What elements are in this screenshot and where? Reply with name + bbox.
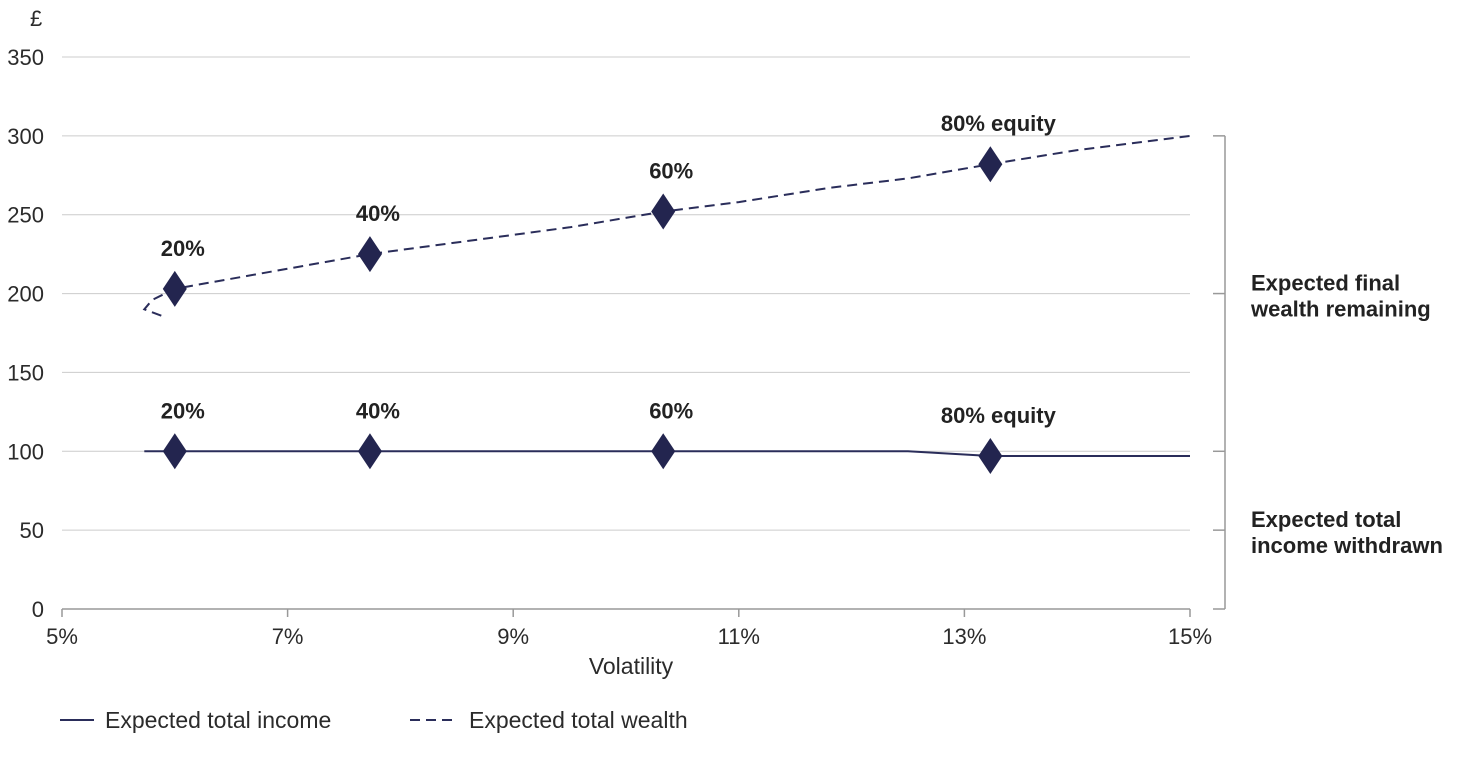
y-tick-label: 300 (7, 124, 44, 149)
tick-labels: 0 50 100 150 200 250 300 350 5% 7% 9% 11% 13% 15% (7, 45, 1212, 649)
point-label: 80% equity (941, 403, 1057, 428)
y-tick-label: 350 (7, 45, 44, 70)
diamond-marker (162, 270, 187, 307)
legend: Expected total income Expected total wea… (60, 707, 688, 733)
x-tick-label: 7% (272, 624, 304, 649)
legend-label-income: Expected total income (105, 707, 331, 733)
bracket-label-line: income withdrawn (1251, 533, 1443, 558)
diamond-marker (651, 193, 676, 230)
bracket-label-line: wealth remaining (1250, 297, 1431, 322)
x-tick-label: 9% (497, 624, 529, 649)
point-label: 20% (161, 236, 205, 261)
axes (61, 608, 1191, 617)
x-tick-label: 13% (942, 624, 986, 649)
x-tick-label: 15% (1168, 624, 1212, 649)
diamond-marker (357, 236, 382, 273)
x-tick-label: 11% (718, 624, 760, 649)
diamond-marker (651, 433, 676, 470)
diamond-marker (978, 146, 1003, 183)
bracket-annotation: Expected final wealth remaining Expected t… (1213, 135, 1443, 610)
point-label: 40% (356, 201, 400, 226)
point-label: 40% (356, 398, 400, 423)
y-tick-label: 100 (7, 439, 44, 464)
y-axis-unit-label: £ (30, 6, 42, 31)
diamond-marker (162, 433, 187, 470)
legend-label-wealth: Expected total wealth (469, 707, 688, 733)
x-tick-label: 5% (46, 624, 78, 649)
point-label: 80% equity (941, 111, 1057, 136)
y-tick-label: 200 (7, 282, 44, 307)
y-tick-label: 50 (20, 518, 44, 543)
y-tick-label: 0 (32, 597, 44, 622)
bracket-label-line: Expected final (1251, 271, 1400, 296)
point-label: 60% (649, 398, 693, 423)
bracket-label: Expected final wealth remaining (1250, 271, 1431, 322)
bracket-label: Expected total income withdrawn (1251, 507, 1443, 558)
y-tick-label: 150 (7, 360, 44, 385)
y-tick-label: 250 (7, 203, 44, 228)
x-axis-title: Volatility (589, 653, 674, 679)
point-label: 20% (161, 398, 205, 423)
bracket-label-line: Expected total (1251, 507, 1401, 532)
diamond-marker (978, 438, 1003, 475)
data-markers: 20% 40% 60% 80% equity 20% 40% 60% 80% equity (161, 111, 1057, 475)
point-label: 60% (649, 159, 693, 184)
diamond-marker (357, 433, 382, 470)
